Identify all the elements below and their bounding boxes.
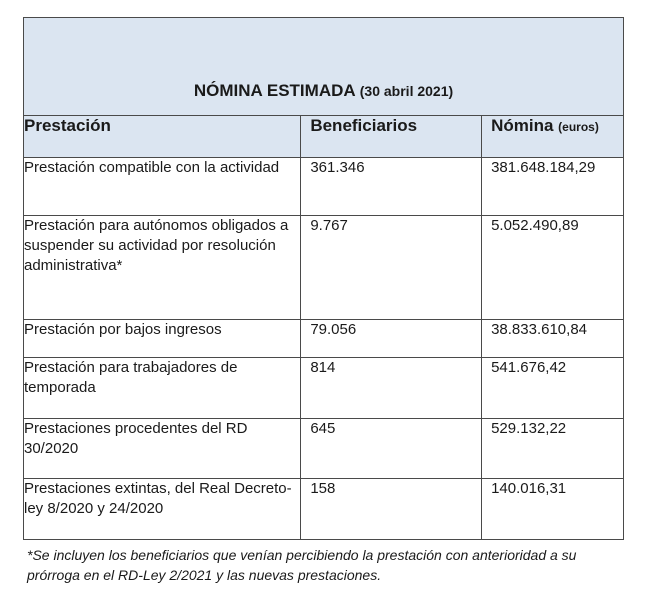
column-header-prestacion-label: Prestación: [24, 116, 111, 135]
cell-nomina: 38.833.610,84: [481, 319, 624, 358]
column-header-nomina: Nómina (euros): [481, 115, 624, 158]
cell-nomina: 5.052.490,89: [481, 215, 624, 320]
cell-nomina: 529.132,22: [481, 418, 624, 479]
column-header-row: Prestación Beneficiarios Nómina (euros): [22, 115, 624, 158]
table-title-cell: NÓMINA ESTIMADA (30 abril 2021): [23, 17, 624, 116]
cell-prestacion: Prestaciones procedentes del RD 30/2020: [22, 418, 302, 479]
column-header-nomina-unit: (euros): [558, 120, 599, 134]
cell-beneficiarios: 814: [300, 357, 483, 419]
cell-prestacion: Prestación para trabajadores de temporad…: [22, 357, 302, 419]
table-row: Prestación por bajos ingresos 79.056 38.…: [22, 319, 624, 358]
column-header-prestacion: Prestación: [22, 115, 302, 158]
cell-prestacion: Prestación por bajos ingresos: [22, 319, 302, 358]
cell-beneficiarios: 645: [300, 418, 483, 479]
cell-nomina: 140.016,31: [481, 478, 624, 540]
cell-beneficiarios: 158: [300, 478, 483, 540]
footnote: *Se incluyen los beneficiarios que venía…: [27, 547, 577, 583]
table-title: NÓMINA ESTIMADA: [193, 81, 356, 100]
table-row: Prestaciones extintas, del Real Decreto-…: [22, 478, 624, 540]
cell-nomina: 541.676,42: [481, 357, 624, 419]
column-header-beneficiarios: Beneficiarios: [300, 115, 483, 158]
cell-beneficiarios: 361.346: [300, 157, 483, 216]
table-row: Prestación para autónomos obligados a su…: [22, 215, 624, 320]
table-row: Prestación compatible con la actividad 3…: [22, 157, 624, 216]
cell-prestacion: Prestaciones extintas, del Real Decreto-…: [22, 478, 302, 540]
nomina-table: NÓMINA ESTIMADA (30 abril 2021) Prestaci…: [22, 17, 624, 540]
cell-prestacion: Prestación compatible con la actividad: [22, 157, 302, 216]
column-header-beneficiarios-label: Beneficiarios: [310, 116, 418, 135]
table-row: Prestaciones procedentes del RD 30/2020 …: [22, 418, 624, 479]
table-row: Prestación para trabajadores de temporad…: [22, 357, 624, 419]
column-header-nomina-label: Nómina: [491, 116, 554, 135]
table-title-date: (30 abril 2021): [359, 83, 454, 99]
cell-prestacion: Prestación para autónomos obligados a su…: [22, 215, 302, 320]
cell-beneficiarios: 9.767: [300, 215, 483, 320]
cell-nomina: 381.648.184,29: [481, 157, 624, 216]
cell-beneficiarios: 79.056: [300, 319, 483, 358]
